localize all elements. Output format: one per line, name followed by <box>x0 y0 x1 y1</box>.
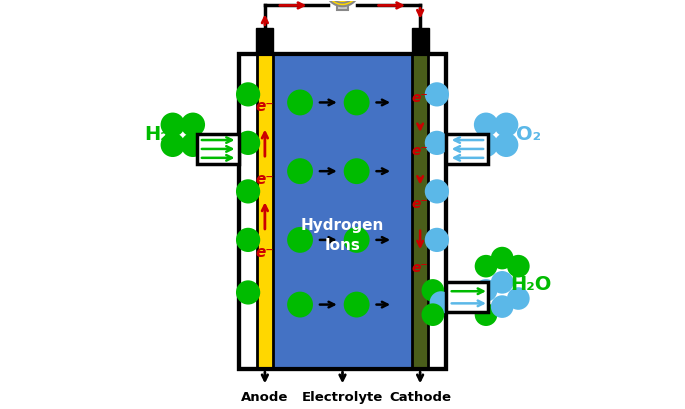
Circle shape <box>421 279 444 302</box>
Circle shape <box>425 82 449 106</box>
Bar <box>240 54 445 369</box>
Circle shape <box>494 112 519 137</box>
Circle shape <box>160 112 185 137</box>
Text: O₂: O₂ <box>516 125 541 144</box>
Bar <box>197 134 240 164</box>
Bar <box>445 134 488 164</box>
Text: e⁻: e⁻ <box>412 261 429 275</box>
Circle shape <box>287 90 313 115</box>
Circle shape <box>344 90 370 115</box>
Circle shape <box>344 292 370 317</box>
Circle shape <box>475 255 497 277</box>
Text: e⁻: e⁻ <box>412 196 429 211</box>
Bar <box>337 0 348 10</box>
Text: Hydrogen
Ions: Hydrogen Ions <box>301 218 384 253</box>
Bar <box>412 54 428 369</box>
Circle shape <box>475 279 497 302</box>
Text: Anode: Anode <box>241 391 288 405</box>
Text: Cathode: Cathode <box>389 391 451 405</box>
Circle shape <box>181 112 205 137</box>
Circle shape <box>236 280 260 305</box>
Bar <box>256 28 273 54</box>
Circle shape <box>425 179 449 204</box>
Circle shape <box>344 158 370 184</box>
Bar <box>240 54 445 369</box>
Circle shape <box>507 255 530 277</box>
Bar <box>257 54 273 369</box>
Circle shape <box>287 158 313 184</box>
Circle shape <box>236 179 260 204</box>
Circle shape <box>429 291 452 314</box>
Circle shape <box>494 133 519 157</box>
Circle shape <box>491 247 514 270</box>
Circle shape <box>491 295 514 318</box>
Circle shape <box>236 228 260 252</box>
Circle shape <box>344 227 370 253</box>
Bar <box>412 28 429 54</box>
Circle shape <box>474 133 498 157</box>
Circle shape <box>236 131 260 155</box>
Circle shape <box>287 227 313 253</box>
Circle shape <box>160 133 185 157</box>
Text: e⁻: e⁻ <box>412 144 429 158</box>
Text: e⁻: e⁻ <box>256 245 274 260</box>
Text: Electrolyte: Electrolyte <box>302 391 383 405</box>
Bar <box>273 54 412 369</box>
Circle shape <box>474 112 498 137</box>
Circle shape <box>325 0 360 6</box>
Circle shape <box>507 287 530 310</box>
Circle shape <box>287 292 313 317</box>
Text: H₂: H₂ <box>144 125 169 144</box>
Text: e⁻: e⁻ <box>412 91 429 106</box>
Text: e⁻: e⁻ <box>256 99 274 114</box>
Bar <box>445 282 488 312</box>
Circle shape <box>425 228 449 252</box>
Circle shape <box>491 271 514 294</box>
Circle shape <box>421 303 444 326</box>
Text: H₂O: H₂O <box>510 275 551 294</box>
Circle shape <box>425 131 449 155</box>
Circle shape <box>236 82 260 106</box>
Circle shape <box>475 303 497 326</box>
Text: e⁻: e⁻ <box>256 172 274 187</box>
Circle shape <box>181 133 205 157</box>
